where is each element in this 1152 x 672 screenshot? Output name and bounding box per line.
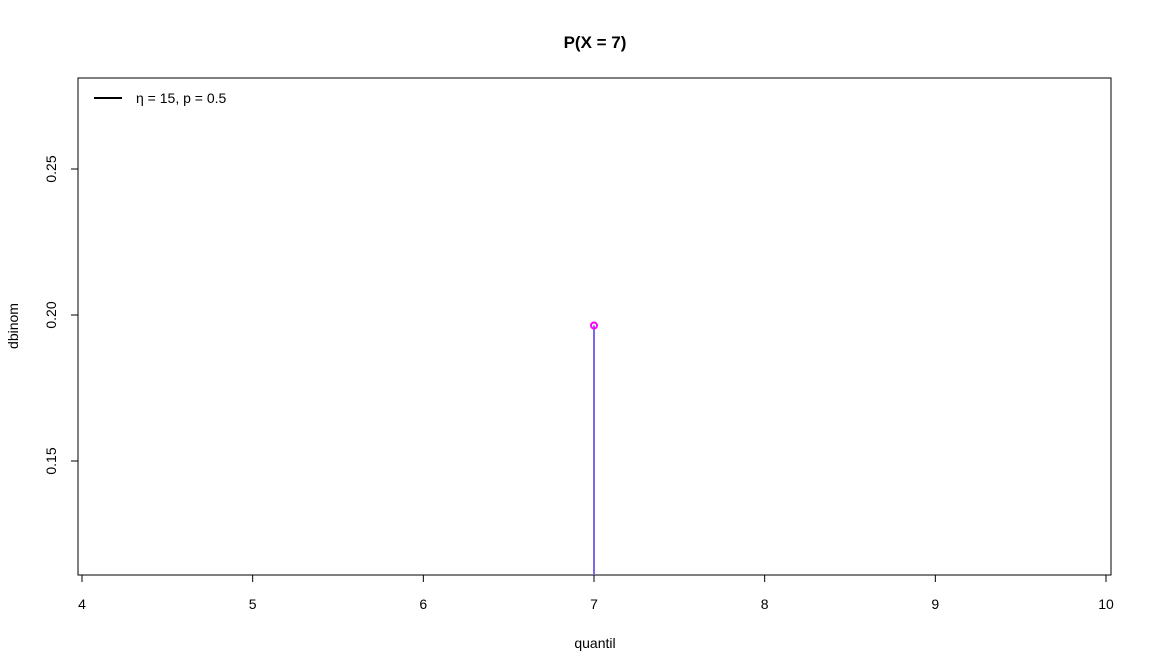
data-marks — [590, 321, 598, 575]
x-tick-label: 7 — [590, 596, 598, 612]
legend-label: η = 15, p = 0.5 — [136, 90, 227, 106]
data-point — [590, 321, 598, 330]
y-tick-label: 0.15 — [43, 447, 59, 474]
x-tick-label: 8 — [761, 596, 769, 612]
y-axis-label: dbinom — [5, 303, 21, 349]
x-axis-label: quantil — [574, 635, 615, 651]
x-tick-label: 9 — [931, 596, 939, 612]
x-tick-label: 4 — [78, 596, 86, 612]
legend: η = 15, p = 0.5 — [94, 90, 227, 106]
chart-title: P(X = 7) — [564, 33, 627, 52]
y-tick-label: 0.20 — [43, 301, 59, 328]
x-tick-label: 6 — [419, 596, 427, 612]
x-tick-label: 10 — [1098, 596, 1114, 612]
x-tick-label: 5 — [249, 596, 257, 612]
y-tick-label: 0.25 — [43, 155, 59, 182]
x-axis: 4 5 6 7 8 9 10 — [78, 574, 1114, 612]
y-axis: 0.15 0.20 0.25 — [43, 155, 79, 475]
